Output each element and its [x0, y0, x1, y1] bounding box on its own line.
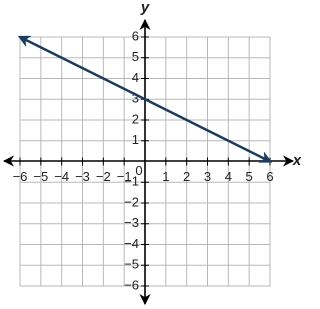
x-tick-label: −4	[54, 169, 69, 184]
line	[17, 35, 273, 163]
chart: y x −6 −5 −4 −3 −2 −1 0 1 2 3 4 5 6−6−5−4−3−2−112345…	[2, 0, 301, 306]
y-axis-label: y	[140, 0, 150, 16]
y-tick-label: 6	[132, 28, 139, 43]
x-tick-label: 4	[225, 169, 232, 184]
x-axis-label: x	[292, 152, 301, 169]
x-tick-label: −6	[13, 169, 28, 184]
y-tick-label: 1	[132, 132, 139, 147]
y-tick-label: −4	[124, 236, 139, 251]
y-tick-label: −6	[124, 277, 139, 292]
x-tick-label: 2	[183, 169, 190, 184]
y-tick-label: 4	[132, 70, 139, 85]
x-tick-label: −2	[96, 169, 111, 184]
x-tick-label: −3	[75, 169, 90, 184]
x-tick-label: 1	[162, 169, 169, 184]
x-tick-label: 5	[246, 169, 253, 184]
x-tick-label: −5	[33, 169, 48, 184]
y-tick-label: −3	[124, 215, 139, 230]
y-tick-label: 2	[132, 111, 139, 126]
y-tick-label: −5	[124, 257, 139, 272]
y-tick-label: −1	[124, 174, 139, 189]
y-tick-label: 5	[132, 49, 139, 64]
x-tick-label: −1	[117, 169, 132, 184]
x-tick-label: 3	[204, 169, 211, 184]
y-tick-label: −2	[124, 194, 139, 209]
x-tick-label: 0	[135, 163, 142, 178]
x-tick-label: 6	[266, 169, 273, 184]
